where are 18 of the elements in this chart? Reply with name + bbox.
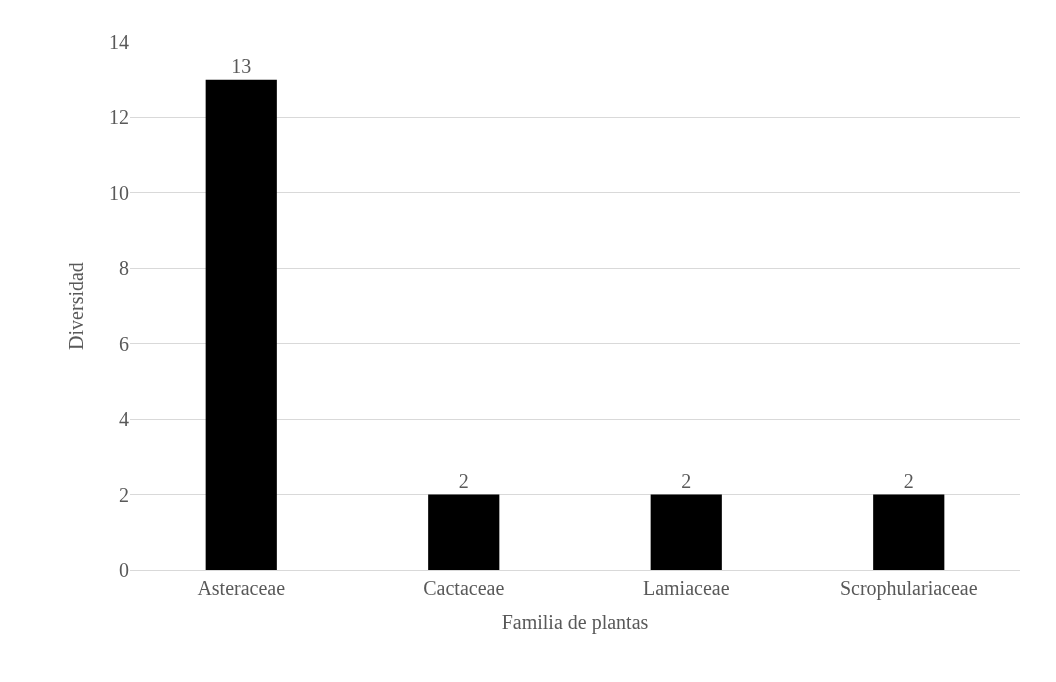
x-tick-label: Scrophulariaceae [839,577,978,600]
y-tick-label: 0 [119,559,129,581]
x-tick-label: Lamiaceae [642,577,730,599]
data-label: 2 [458,469,469,492]
data-label: 2 [903,469,914,492]
y-tick-label: 4 [119,408,129,431]
x-tick-label: Cactaceae [423,577,505,599]
y-tick-label: 6 [119,332,129,355]
x-tick-label: Asteraceae [197,577,286,599]
y-tick-label: 12 [109,106,129,129]
data-label: 2 [681,469,692,492]
y-axis-title: Diversidad [64,262,87,350]
y-tick-label: 10 [109,181,129,204]
y-tick-label: 8 [119,257,129,280]
data-label: 13 [231,54,252,77]
y-tick-label: 14 [109,31,129,53]
x-axis-title: Familia de plantas [501,610,649,634]
y-tick-label: 2 [119,483,129,506]
